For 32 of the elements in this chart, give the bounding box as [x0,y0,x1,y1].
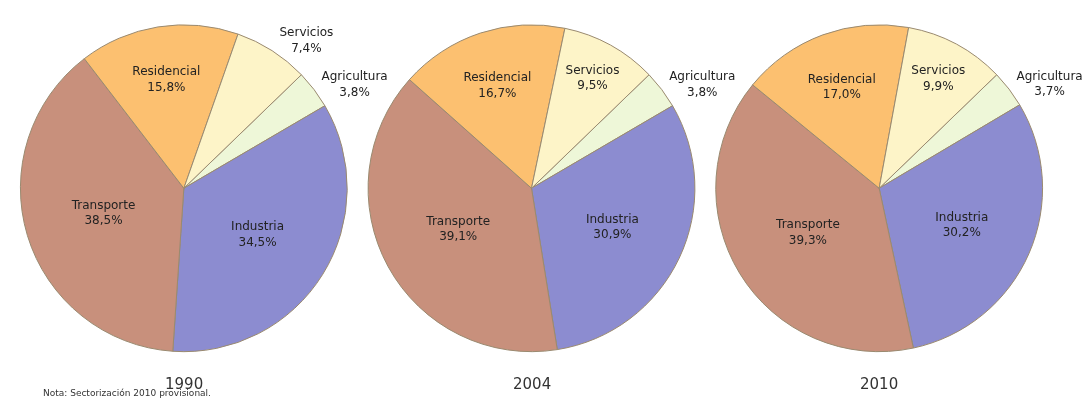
slice-label: Transporte [70,197,136,212]
data-label: 16,7% [478,85,517,100]
slice-label: Transporte [775,217,840,232]
slice-label: Industria [585,211,639,226]
data-label: 15,8% [147,79,186,94]
slice-label: Agricultura [321,69,388,84]
slice-label: Servicios [279,25,334,40]
data-label: 30,9% [593,227,632,242]
data-label: 3,7% [1034,84,1065,99]
data-label: 30,2% [942,225,981,240]
slice-label: Residencial [463,70,532,85]
slice-label: Residencial [807,71,876,86]
slice-label: Industria [935,209,989,224]
data-label: 3,8% [339,84,370,99]
data-label: 3,8% [686,84,718,99]
data-label: 39,3% [788,232,827,247]
data-label: 39,1% [439,229,478,244]
text: 2010 [860,375,899,393]
data-label: 9,9% [923,78,954,93]
text: 2004 [513,375,552,393]
data-label: 34,5% [238,234,277,249]
slice-label: Industria [231,219,285,234]
data-label: 9,5% [577,78,608,93]
slice-label: Agricultura [1016,68,1083,83]
slice-label: Servicios [911,63,966,78]
data-label: 7,4% [291,41,322,56]
slice-label: Residencial [132,64,201,79]
slice-label: Transporte [425,213,491,228]
data-label: 38,5% [84,213,123,228]
slice-label: Servicios [565,62,620,77]
data-label: 17,0% [822,87,861,102]
slice-label: Agricultura [669,69,736,84]
